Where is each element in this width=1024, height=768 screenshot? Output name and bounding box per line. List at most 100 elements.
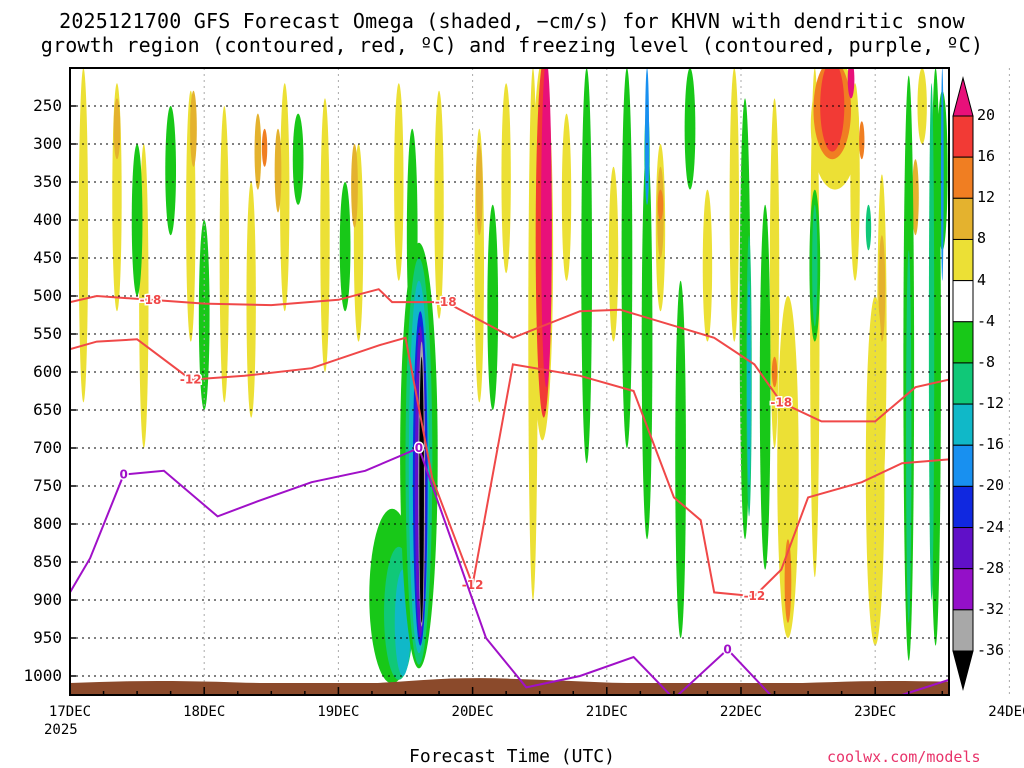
omega-up-moderate — [113, 98, 121, 160]
omega-down-weak — [675, 280, 686, 638]
omega-down-moderate — [812, 204, 818, 327]
colorbar-tick-label: -12 — [977, 394, 1005, 413]
y-tick-label: 700 — [33, 438, 62, 457]
x-axis-label: Forecast Time (UTC) — [409, 746, 615, 767]
terrain-band — [70, 678, 949, 695]
colorbar-tick-label: -32 — [977, 599, 1005, 618]
x-tick-label: 22DEC — [719, 704, 763, 720]
colorbar-swatch — [952, 485, 974, 529]
omega-up-moderate — [254, 113, 262, 190]
omega-down-moderate — [865, 204, 872, 251]
colorbar-tick-label: -4 — [977, 311, 996, 330]
colorbar-tick-label: -20 — [977, 476, 1005, 495]
colorbar-swatch — [952, 115, 974, 158]
omega-down-max — [419, 356, 424, 623]
omega-up-weak — [702, 189, 713, 342]
colorbar-swatch — [952, 280, 974, 323]
omega-down-weak — [621, 68, 633, 448]
colorbar-swatch — [952, 444, 974, 487]
colorbar-swatch — [952, 321, 974, 364]
contour-dgz_bottom — [70, 336, 949, 598]
omega-up-moderate — [878, 235, 886, 342]
contour-label-freezing_level: 0 — [415, 441, 423, 455]
y-tick-label: 450 — [33, 248, 62, 267]
colorbar-swatch — [952, 197, 974, 240]
omega-up-moderate — [475, 144, 483, 236]
colorbar-tick-label: -36 — [977, 641, 1005, 659]
colorbar-swatch — [952, 609, 974, 652]
omega-down-strong — [645, 68, 650, 205]
colorbar-tick-label: 12 — [977, 188, 996, 207]
omega-up-weak — [501, 83, 511, 274]
omega-up-max — [847, 68, 855, 99]
credit-link[interactable]: coolwx.com/models — [827, 748, 981, 766]
omega-up-moderate — [351, 144, 358, 228]
y-tick-label: 400 — [33, 210, 62, 229]
colorbar — [952, 76, 974, 691]
y-tick-label: 750 — [33, 476, 62, 495]
y-tick-label: 300 — [33, 134, 62, 153]
colorbar-tick-label: 8 — [977, 229, 987, 248]
omega-down-weak — [487, 204, 499, 410]
omega-up-weak — [769, 98, 780, 448]
colorbar-tick-label: 16 — [977, 147, 996, 166]
colorbar-swatch — [952, 362, 974, 405]
omega-up-very-strong — [820, 68, 845, 152]
omega-down-strong — [940, 68, 944, 281]
colorbar-tick-label: 4 — [977, 270, 987, 289]
y-tick-label: 500 — [33, 286, 62, 305]
omega-up-weak — [246, 181, 256, 418]
colorbar-tick-label: -24 — [977, 517, 1005, 536]
colorbar-swatch — [952, 403, 974, 446]
y-tick-label: 350 — [33, 172, 62, 191]
x-tick-label: 24DEC — [988, 704, 1024, 720]
chart-title-line1: 2025121700 GFS Forecast Omega (shaded, −… — [59, 9, 965, 33]
omega-shading — [78, 68, 948, 684]
omega-up-weak — [394, 83, 404, 281]
omega-up-weak — [219, 106, 230, 403]
omega-down-weak — [684, 68, 696, 190]
contour-label-dgz_top: -18 — [770, 395, 792, 409]
omega-up-weak — [561, 113, 572, 281]
terrain-surface — [70, 678, 949, 695]
colorbar-tick-label: -16 — [977, 435, 1005, 454]
omega-up-moderate — [859, 121, 865, 160]
omega-up-max — [541, 68, 552, 388]
contour-label-dgz_top: -18 — [435, 295, 457, 309]
omega-up-moderate — [261, 128, 268, 167]
chart-title-line2: growth region (contoured, red, ºC) and f… — [40, 33, 984, 57]
omega-down-moderate — [906, 250, 912, 623]
colorbar-swatch — [952, 568, 974, 611]
x-tick-label: 18DEC — [183, 704, 226, 720]
omega-up-weak — [280, 83, 290, 312]
x-tick-label: 19DEC — [317, 704, 360, 720]
colorbar-swatch — [952, 156, 974, 199]
colorbar-tick-label: -8 — [977, 352, 996, 371]
contour-label-freezing_level: 0 — [723, 642, 731, 656]
omega-down-weak — [339, 182, 351, 312]
colorbar-top-arrow — [952, 76, 974, 117]
y-tick-label: 900 — [33, 590, 62, 609]
y-tick-label: 650 — [33, 400, 62, 419]
plot-frame — [69, 67, 950, 696]
omega-down-moderate — [928, 83, 935, 600]
colorbar-swatch — [952, 238, 974, 282]
y-tick-label: 600 — [33, 362, 62, 381]
y-tick-label: 800 — [33, 514, 62, 533]
x-tick-label: 23DEC — [854, 704, 897, 720]
omega-down-weak — [759, 204, 771, 570]
omega-up-moderate — [657, 189, 664, 220]
omega-up-moderate — [784, 539, 792, 623]
omega-up-moderate — [190, 90, 197, 167]
x-tick-label: 17DEC — [48, 704, 92, 720]
colorbar-tick-label: -28 — [977, 558, 1005, 577]
omega-up-moderate — [274, 128, 282, 213]
x-axis-start-year: 2025 — [44, 722, 78, 738]
x-tick-label: 21DEC — [585, 704, 628, 720]
omega-up-weak — [608, 166, 619, 342]
omega-up-weak — [320, 98, 330, 372]
y-tick-label: 950 — [33, 628, 62, 647]
plot-border — [69, 67, 950, 696]
contour-label-dgz_bottom: -12 — [744, 589, 766, 603]
